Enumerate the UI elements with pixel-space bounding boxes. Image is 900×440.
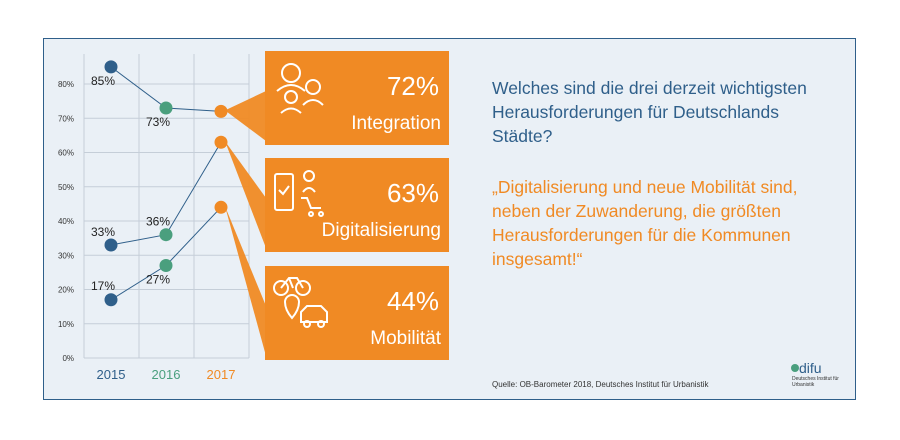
callout-digitalisierung: 63% Digitalisierung	[265, 158, 449, 252]
question-text: Welches sind die drei derzeit wichtigste…	[492, 78, 807, 146]
source-note: Quelle: OB-Barometer 2018, Deutsches Ins…	[492, 380, 709, 389]
logo-subtitle: Deutsches Institut für Urbanistik	[792, 376, 839, 388]
callout-label: Integration	[351, 113, 441, 134]
y-tick-label: 70%	[58, 114, 74, 123]
callout-connector	[225, 206, 266, 356]
data-label: 33%	[91, 225, 115, 239]
quote-text: „Digitalisierung und neue Mobilität sind…	[492, 177, 798, 269]
data-label: 36%	[146, 215, 170, 229]
y-tick-label: 40%	[58, 217, 74, 226]
y-tick-label: 20%	[58, 286, 74, 295]
callout-label: Digitalisierung	[321, 220, 441, 241]
data-label: 85%	[91, 74, 115, 88]
y-tick-label: 60%	[58, 149, 74, 158]
y-tick-label: 80%	[58, 80, 74, 89]
logo-name: difu	[799, 360, 822, 376]
x-tick-label: 2016	[152, 367, 181, 382]
data-point	[104, 293, 118, 307]
bike-car-icon	[273, 277, 328, 328]
y-tick-label: 30%	[58, 251, 74, 260]
y-tick-label: 10%	[58, 320, 74, 329]
callout-connector	[225, 91, 266, 141]
data-label: 27%	[146, 273, 170, 287]
data-point	[159, 101, 173, 115]
data-label: 17%	[91, 279, 115, 293]
data-point	[159, 259, 173, 273]
data-label: 73%	[146, 115, 170, 129]
data-point	[104, 60, 118, 74]
callout-label: Mobilität	[370, 328, 441, 349]
phone-cart-icon	[274, 170, 324, 217]
x-tick-label: 2017	[207, 367, 236, 382]
callout-integration: 72% Integration	[265, 51, 449, 145]
people-icon	[276, 63, 324, 114]
callout-percent: 72%	[386, 71, 439, 101]
callout-percent: 44%	[386, 286, 439, 316]
infographic-frame	[43, 38, 856, 400]
data-point	[104, 238, 118, 252]
data-point	[159, 228, 173, 242]
callout-mobilitaet: 44% Mobilität	[265, 266, 449, 360]
callout-connector	[225, 141, 266, 248]
callout-percent: 63%	[386, 178, 439, 208]
data-point	[214, 200, 228, 214]
y-tick-label: 50%	[58, 183, 74, 192]
x-tick-label: 2015	[97, 367, 126, 382]
logo-dot	[791, 364, 799, 372]
y-tick-label: 0%	[62, 354, 74, 363]
data-point	[214, 104, 228, 118]
data-point	[214, 135, 228, 149]
